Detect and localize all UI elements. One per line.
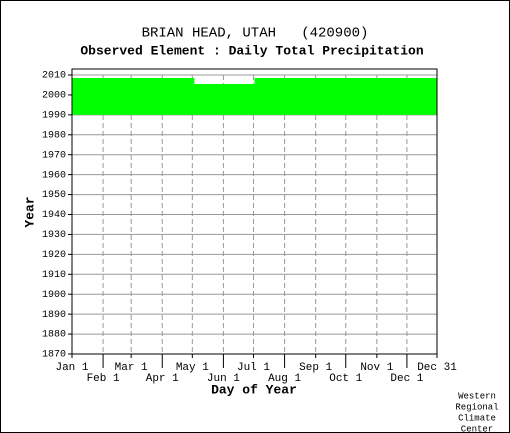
y-tick-label: 1990 [42, 110, 66, 121]
x-tick-label: Oct 1 [329, 373, 362, 385]
coverage-block [254, 77, 437, 84]
y-tick-label: 1920 [42, 250, 66, 261]
credit: Regional [455, 402, 498, 412]
y-tick-label: 1930 [42, 230, 66, 241]
credit: Western [458, 391, 496, 401]
y-tick-label: 1950 [42, 190, 66, 201]
x-tick-label: Dec 1 [390, 373, 423, 385]
x-tick-label: Nov 1 [360, 362, 393, 374]
x-tick-label: Aug 1 [268, 373, 301, 385]
x-tick-label: Apr 1 [146, 373, 179, 385]
chart-subtitle: Observed Element : Daily Total Precipita… [80, 43, 423, 58]
y-tick-label: 1870 [42, 350, 66, 361]
y-tick-label: 2000 [42, 91, 66, 102]
y-tick-label: 1880 [42, 330, 66, 341]
y-axis-label: Year [22, 196, 37, 227]
x-tick-label: Mar 1 [115, 362, 148, 374]
x-tick-label: Jul 1 [237, 362, 270, 374]
x-tick-label: May 1 [176, 362, 209, 374]
x-tick-label: Jan 1 [55, 362, 88, 374]
chart-title: BRIAN HEAD, UTAH (420900) [142, 26, 369, 42]
x-tick-label: Dec 31 [417, 362, 457, 374]
y-tick-label: 1980 [42, 130, 66, 141]
y-tick-label: 1960 [42, 170, 66, 181]
y-tick-label: 1940 [42, 210, 66, 221]
plot-border [71, 68, 438, 355]
credit: Climate [458, 413, 496, 423]
coverage-block [72, 77, 195, 84]
y-tick-label: 1900 [42, 290, 66, 301]
y-tick-label: 2010 [42, 71, 66, 82]
credit: Center [461, 424, 493, 433]
coverage-block [72, 83, 437, 115]
x-axis-label: Day of Year [211, 382, 297, 397]
y-tick-label: 1970 [42, 150, 66, 161]
y-tick-label: 1910 [42, 270, 66, 281]
x-tick-label: Jun 1 [207, 373, 240, 385]
x-tick-label: Sep 1 [299, 362, 332, 374]
x-tick-label: Feb 1 [87, 373, 120, 385]
y-tick-label: 1890 [42, 310, 66, 321]
